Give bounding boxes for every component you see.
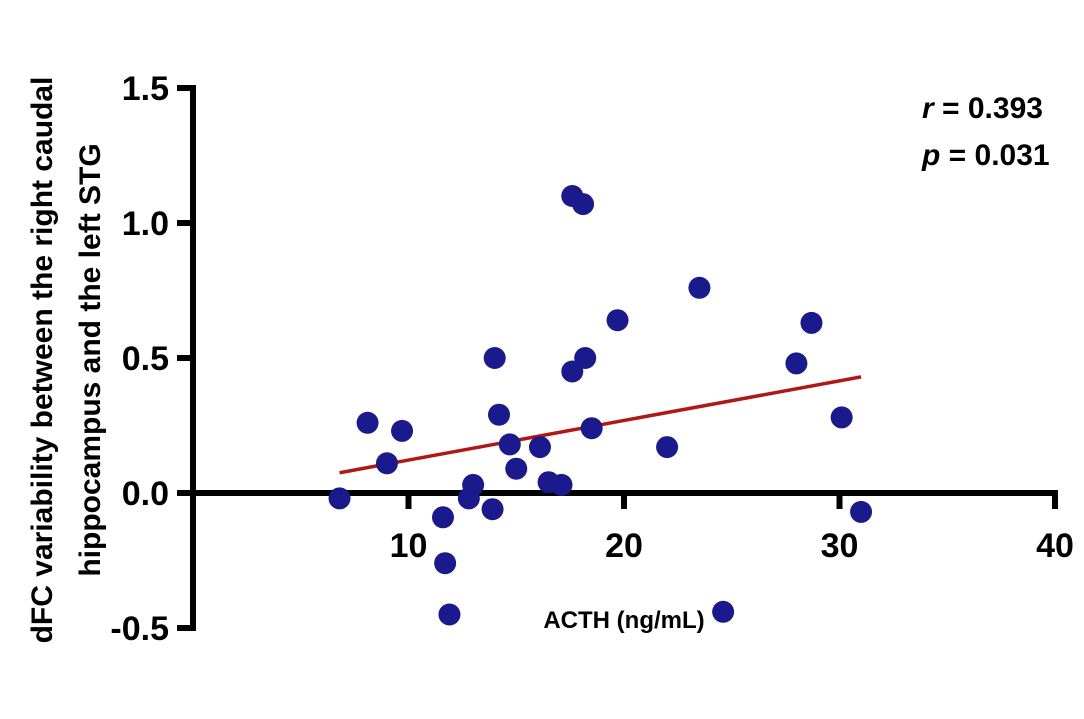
r-value: = 0.393 xyxy=(934,92,1043,125)
y-tick-label: 1.5 xyxy=(122,70,169,108)
data-point xyxy=(356,411,379,434)
data-point xyxy=(528,436,551,459)
data-point xyxy=(850,500,873,523)
x-tick-label: 10 xyxy=(390,527,428,565)
data-point xyxy=(434,552,457,575)
data-points xyxy=(328,185,873,626)
data-point xyxy=(785,352,808,375)
data-point xyxy=(800,311,823,334)
data-point xyxy=(572,193,595,216)
y-tick-label: 0.5 xyxy=(122,340,169,378)
y-tick-label: 1.0 xyxy=(122,205,169,243)
x-tick-label: 30 xyxy=(821,527,859,565)
r-symbol: r xyxy=(922,92,936,125)
data-point xyxy=(505,457,528,480)
data-point xyxy=(431,506,454,529)
data-point xyxy=(580,417,603,440)
data-point xyxy=(483,347,506,369)
data-point xyxy=(550,473,573,496)
p-annotation: p = 0.031 xyxy=(921,139,1050,172)
y-axis-label-line-2: hippocampus and the left STG xyxy=(74,143,107,576)
y-tick-label: -0.5 xyxy=(110,610,169,648)
data-point xyxy=(606,309,629,332)
data-point xyxy=(391,419,414,442)
y-tick-label: 0.0 xyxy=(122,475,169,513)
p-symbol: p xyxy=(921,139,940,172)
r-annotation: r = 0.393 xyxy=(922,92,1043,125)
y-ticks: -0.5 0.0 0.5 1.0 1.5 xyxy=(110,70,193,648)
data-point xyxy=(688,276,711,299)
data-point xyxy=(438,603,461,626)
data-point xyxy=(574,347,597,369)
x-tick-label: 40 xyxy=(1036,527,1074,565)
data-point xyxy=(488,403,511,426)
x-ticks: 10 20 30 40 xyxy=(390,493,1074,565)
data-point xyxy=(328,487,351,510)
p-value: = 0.031 xyxy=(940,139,1049,172)
data-point xyxy=(656,436,679,459)
data-point xyxy=(462,473,485,496)
y-axis-label: dFC variability between the right caudal… xyxy=(26,77,107,644)
data-point xyxy=(481,498,504,521)
x-tick-label: 20 xyxy=(605,527,643,565)
y-axis-label-line-1: dFC variability between the right caudal xyxy=(26,77,59,644)
data-point xyxy=(712,600,735,623)
x-axis-label: ACTH (ng/mL) xyxy=(543,607,704,634)
data-point xyxy=(830,406,853,429)
data-point xyxy=(498,433,521,456)
data-point xyxy=(375,452,398,475)
